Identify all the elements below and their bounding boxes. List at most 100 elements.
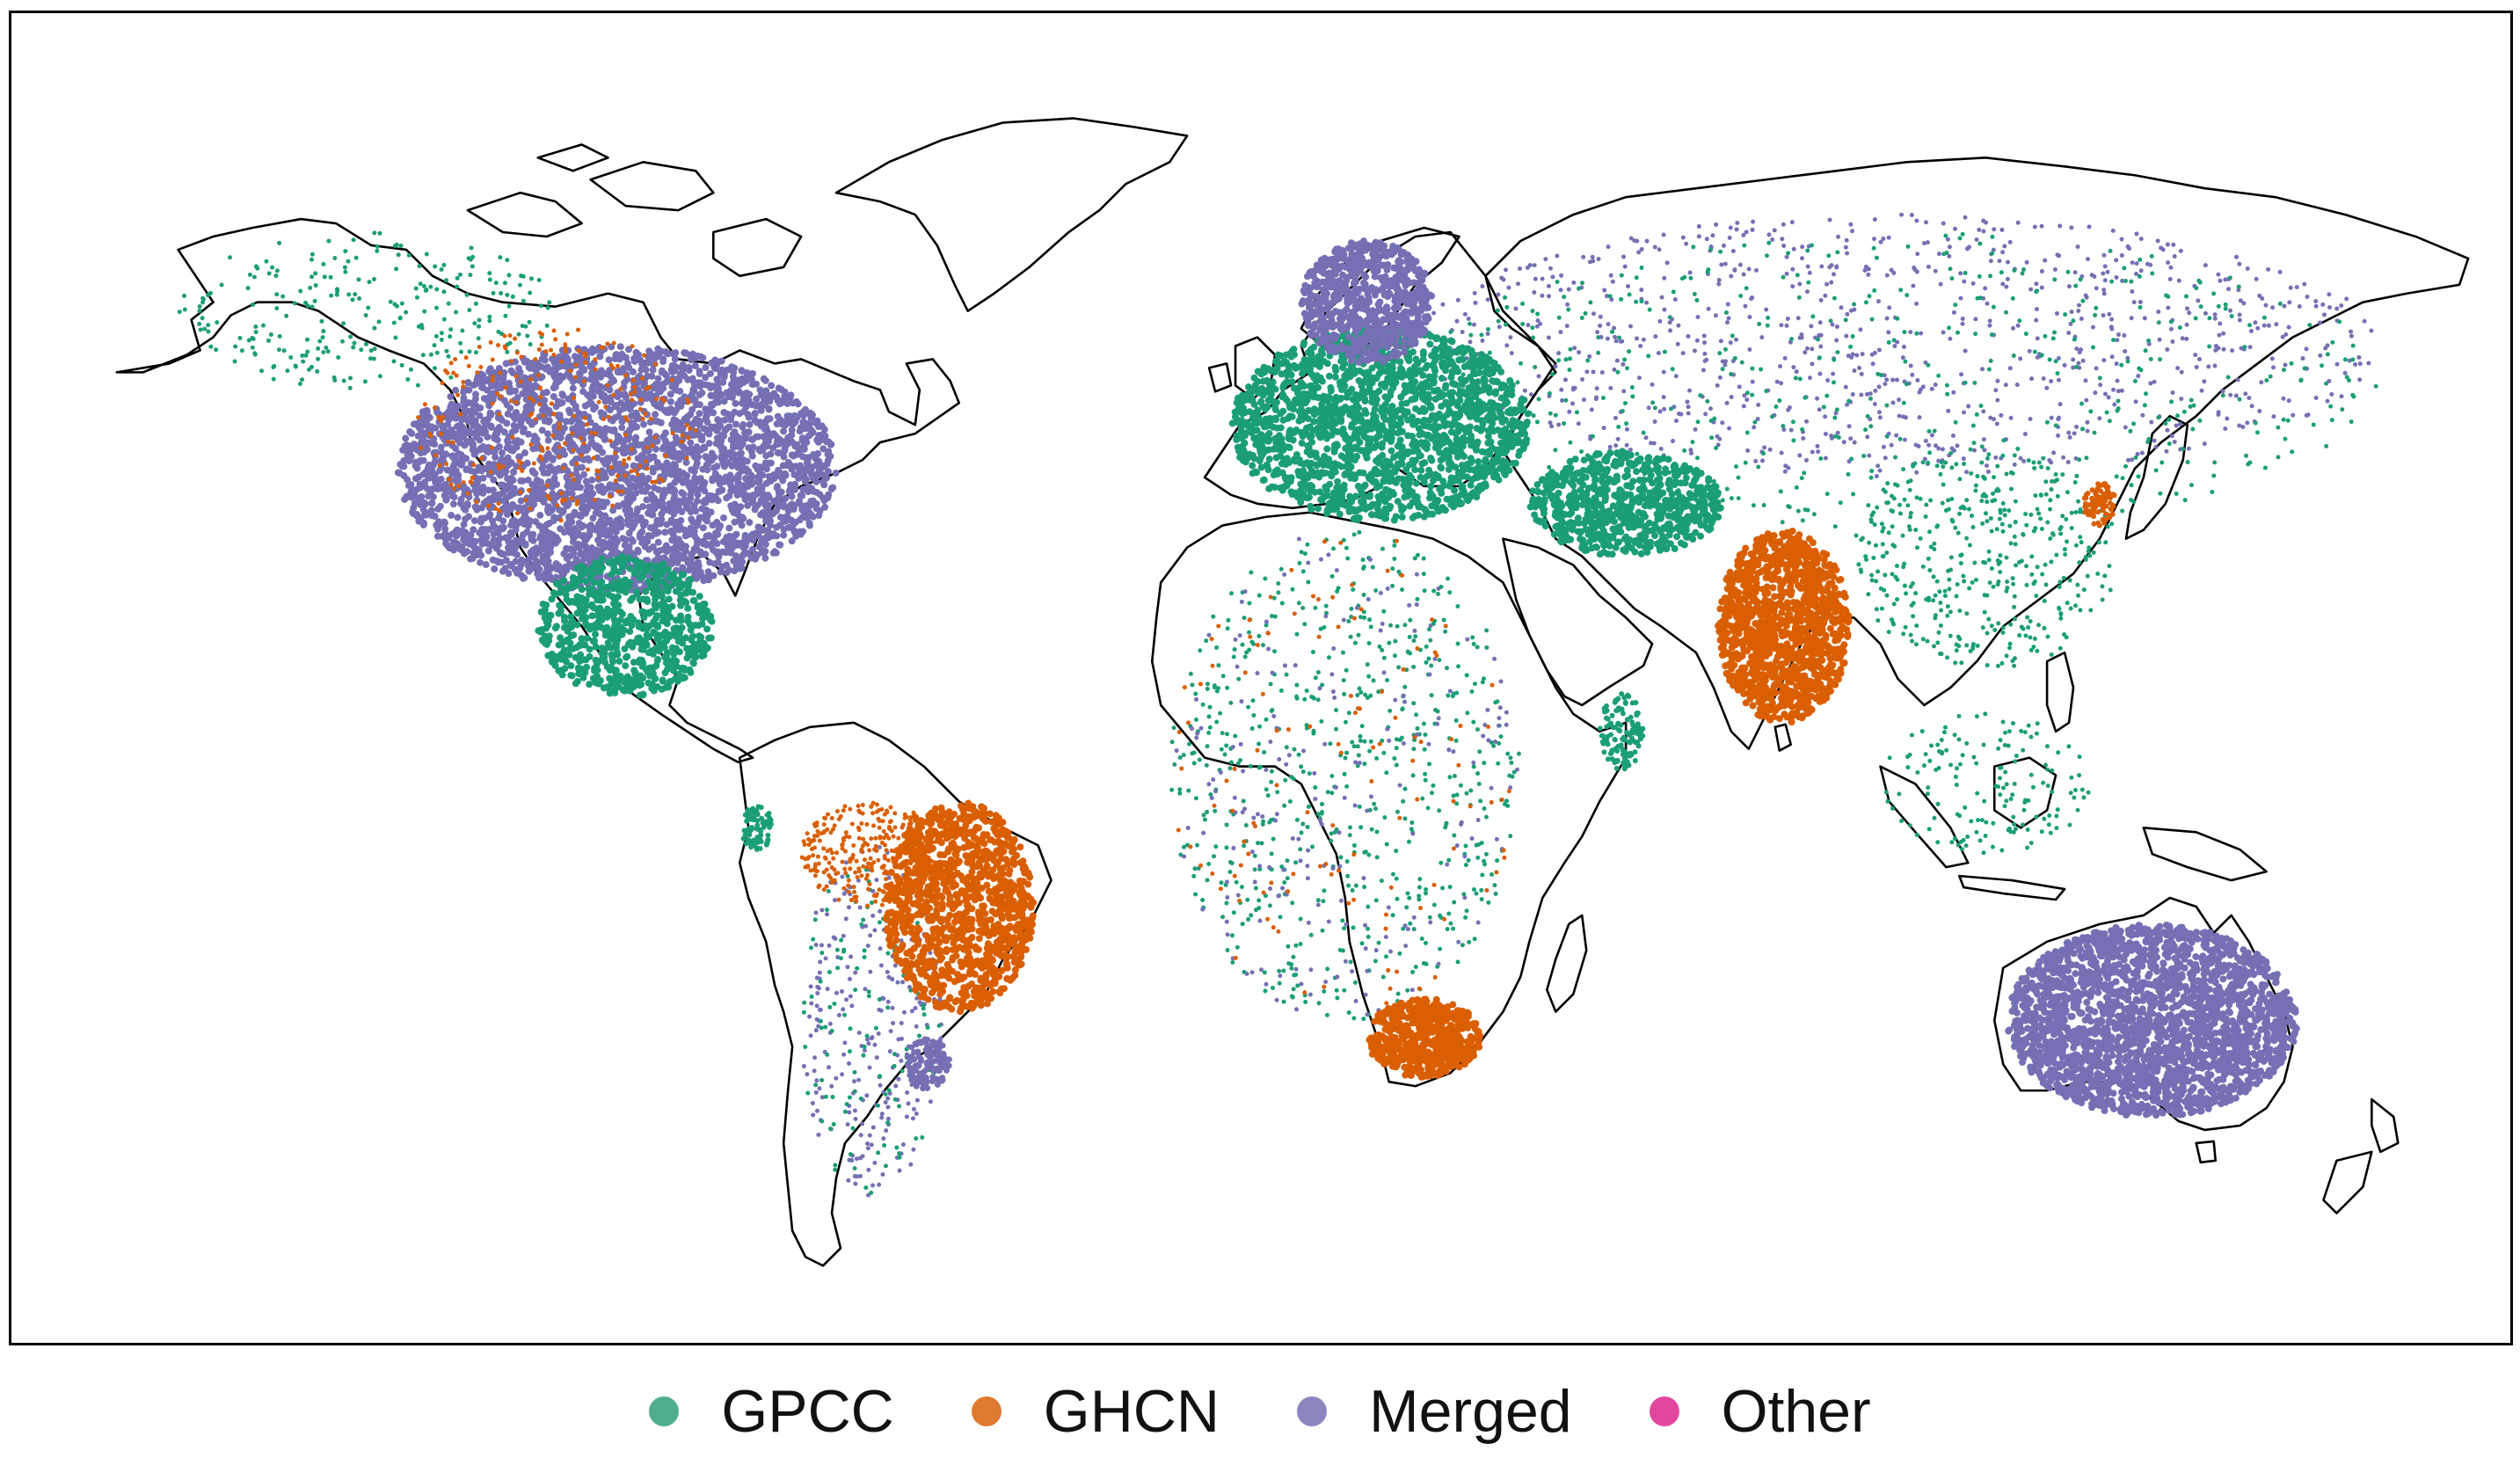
station-point [2138,237,2144,242]
station-point [1810,346,1815,352]
station-point [1319,718,1324,724]
station-point [819,1077,825,1083]
station-point [2061,575,2066,580]
station-point [1394,762,1399,768]
station-point [1330,689,1336,694]
station-point [1841,440,1846,445]
station-point [2184,306,2189,311]
station-point [375,248,380,253]
station-point [1908,632,1913,638]
station-point [334,292,339,297]
station-point [2085,573,2090,579]
station-point [2199,388,2204,393]
station-point [1720,420,1725,426]
station-point [1177,755,1183,760]
station-point [2223,426,2228,432]
station-point [1407,634,1412,639]
station-point [441,317,447,322]
station-point [550,384,557,391]
station-point [434,287,440,292]
station-point [1356,753,1361,758]
station-point [1970,641,1976,646]
station-point [1224,778,1229,784]
station-point [391,359,397,364]
station-point [1601,426,1606,431]
station-point [1615,436,1621,441]
station-point [1577,286,1582,291]
station-point [1341,617,1346,623]
station-point [1981,850,1986,856]
station-point [1933,593,1938,598]
station-point [885,1120,891,1126]
station-point [1801,435,1806,441]
station-point [1246,851,1251,857]
station-point [1506,789,1511,794]
station-point [2300,356,2305,361]
station-point [1790,419,1795,425]
station-point [1293,860,1299,865]
station-point [2126,457,2131,463]
station-point [1290,587,1295,592]
station-point [1703,412,1708,417]
station-point [1392,756,1397,762]
station-point [2043,582,2049,587]
station-point [1197,757,1202,762]
station-point [2050,789,2055,794]
station-point [1374,755,1380,761]
station-point [817,1007,822,1012]
station-point [1410,969,1416,974]
station-point [1418,740,1424,745]
station-point [1810,314,1816,319]
station-point [2091,324,2095,330]
station-point [914,1112,919,1117]
station-point [1289,994,1294,999]
station-point [1874,579,1879,584]
station-point [1639,265,1644,270]
station-point [1905,765,1911,770]
station-point [845,1122,850,1127]
station-point [1622,401,1628,406]
station-point [1504,304,1510,310]
station-point [1884,550,1890,556]
station-point [2362,318,2367,324]
station-point [1883,790,1889,795]
station-point [834,947,840,952]
station-point [1938,281,1943,287]
station-point [1923,752,1928,757]
station-point [2235,377,2240,383]
station-point [2221,331,2226,336]
station-point [2207,316,2212,321]
station-point [1241,769,1246,774]
station-point [1933,383,1938,388]
station-point [1806,280,1811,285]
station-point [1960,231,1965,237]
station-point [2270,365,2276,370]
station-point [1823,432,1828,436]
station-point [1995,663,2000,668]
station-point [1646,405,1651,411]
station-point [1431,882,1437,887]
station-point [414,432,422,440]
station-point [1608,385,1613,390]
station-point [755,543,763,550]
station-point [1724,400,1730,405]
station-point [277,240,282,245]
station-point [1385,586,1390,591]
station-point [2229,314,2234,319]
station-point [1325,790,1330,795]
station-point [2194,286,2199,291]
station-point [2190,426,2196,432]
station-point [1852,302,1857,307]
station-point [2346,378,2351,383]
station-point [1999,765,2004,770]
station-point [1876,384,1882,390]
station-point [2119,253,2124,258]
station-point [2317,320,2322,325]
station-point [1291,954,1296,959]
station-point [2171,242,2176,247]
station-point [2357,377,2363,383]
station-point [2269,356,2275,361]
station-point [1329,791,1335,796]
station-point [1914,218,1919,223]
station-point [2184,336,2189,341]
